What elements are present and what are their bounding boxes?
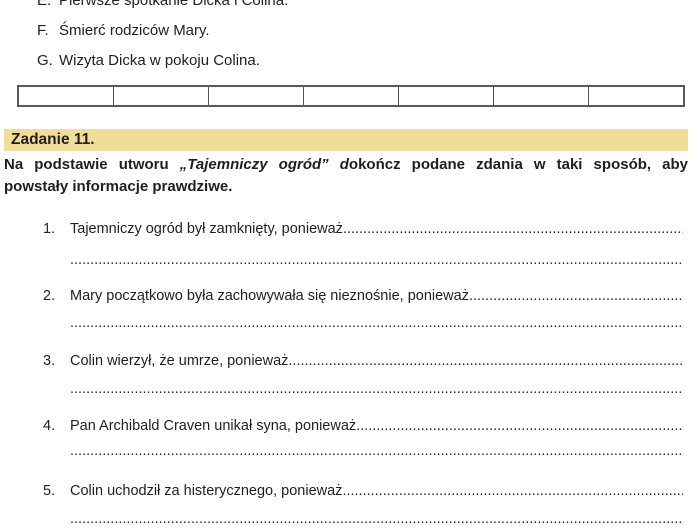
answer-dots-line: ........................................…: [70, 252, 683, 268]
question-number: 3.: [43, 353, 56, 369]
answer-dots-line: ........................................…: [70, 315, 683, 331]
question-text: Colin wierzył, że umrze, ponieważ: [70, 353, 289, 369]
answer-dots-line: ........................................…: [70, 381, 683, 397]
answer-table-cell: [208, 87, 303, 105]
option-text: Pierwsze spotkanie Dicka i Colina.: [59, 0, 289, 9]
task-instruction: Na podstawie utworu „Tajemniczy ogród” d…: [4, 154, 688, 198]
dot-leader: ........................................…: [468, 288, 683, 304]
answer-table-cell: [398, 87, 493, 105]
answer-table: [17, 85, 685, 107]
question-number: 1.: [43, 221, 56, 237]
option-row-f: F. Śmierć rodziców Mary.: [37, 22, 210, 39]
answer-dots-line: ........................................…: [70, 443, 683, 459]
question-line: Pan Archibald Craven unikał syna, poniew…: [70, 418, 683, 435]
book-title: „Tajemniczy ogród” d: [179, 156, 349, 173]
option-text: Śmierć rodziców Mary.: [59, 22, 210, 39]
question-number: 2.: [43, 288, 56, 304]
question-row-3: 3. Colin wierzył, że umrze, ponieważ....…: [43, 353, 683, 370]
question-row-4: 4. Pan Archibald Craven unikał syna, pon…: [43, 418, 683, 435]
option-letter: G.: [37, 52, 53, 69]
question-line: Colin wierzył, że umrze, ponieważ.......…: [70, 353, 683, 370]
question-row-2: 2. Mary początkowo była zachowywała się …: [43, 288, 683, 305]
question-text: Tajemniczy ogród był zamknięty, ponieważ: [70, 221, 343, 237]
answer-table-cell: [19, 87, 113, 105]
dot-leader: ........................................…: [356, 418, 683, 434]
question-text: Colin uchodził za histerycznego, poniewa…: [70, 483, 343, 499]
question-number: 5.: [43, 483, 56, 499]
option-row-g: G. Wizyta Dicka w pokoju Colina.: [37, 52, 260, 69]
question-text: Pan Archibald Craven unikał syna, poniew…: [70, 418, 357, 434]
question-line: Colin uchodził za histerycznego, poniewa…: [70, 483, 683, 500]
dot-leader: ........................................…: [342, 221, 683, 237]
question-text: Mary początkowo była zachowywała się nie…: [70, 288, 469, 304]
option-letter: E.: [37, 0, 52, 9]
option-letter: F.: [37, 22, 49, 39]
instruction-line1: Na podstawie utworu „Tajemniczy ogród” d…: [4, 154, 688, 176]
question-row-1: 1. Tajemniczy ogród był zamknięty, ponie…: [43, 221, 683, 238]
answer-table-cell: [588, 87, 683, 105]
task-header: Zadanie 11.: [4, 129, 688, 151]
dot-leader: ........................................…: [288, 353, 683, 369]
question-number: 4.: [43, 418, 56, 434]
question-row-5: 5. Colin uchodził za histerycznego, poni…: [43, 483, 683, 500]
question-line: Tajemniczy ogród był zamknięty, ponieważ…: [70, 221, 683, 238]
instruction-line2: powstały informacje prawdziwe.: [4, 178, 233, 195]
option-text: Wizyta Dicka w pokoju Colina.: [59, 52, 260, 69]
option-row-e: E. Pierwsze spotkanie Dicka i Colina.: [37, 0, 288, 9]
instruction-text: Na podstawie utworu: [4, 156, 180, 173]
answer-table-cell: [303, 87, 398, 105]
question-line: Mary początkowo była zachowywała się nie…: [70, 288, 683, 305]
answer-table-cell: [493, 87, 588, 105]
instruction-text: okończ podane zdania w taki sposób, aby: [348, 156, 688, 173]
answer-table-cell: [113, 87, 208, 105]
dot-leader: ........................................…: [342, 483, 683, 499]
